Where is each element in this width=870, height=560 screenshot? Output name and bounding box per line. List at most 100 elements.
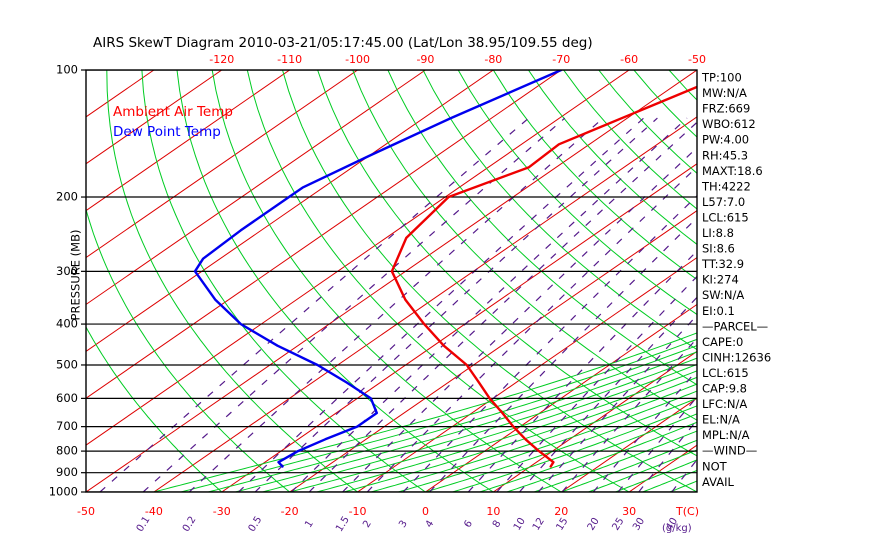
top-temperature-tick-label: -90 (416, 53, 434, 66)
isotherm-line (357, 256, 697, 492)
dry-adiabat-line (845, 70, 870, 492)
sounding-curves (193, 70, 697, 468)
mixing-ratio-tick-label: 1 (303, 519, 316, 530)
moist-adiabat-line (452, 405, 697, 492)
pressure-tick-label: 400 (56, 317, 78, 331)
bottom-temperature-tick-label: 10 (486, 505, 500, 518)
dry-adiabat-line (211, 70, 562, 492)
mixing-ratio-tick-label: 4 (424, 519, 437, 530)
parameter-item: MW:N/A (702, 86, 747, 100)
top-temperature-tick-label: -70 (552, 53, 570, 66)
bottom-temperature-tick-label: -10 (349, 505, 367, 518)
isotherm-line (560, 397, 697, 492)
mixing-ratio-tick-label: 12 (531, 516, 547, 533)
bottom-temperature-tick-label: -30 (213, 505, 231, 518)
top-temperature-tick-label: -50 (688, 53, 706, 66)
temperature-axis-title: T(C) (675, 505, 699, 518)
dry-adiabat-line (527, 70, 697, 245)
dry-adiabat-line (668, 70, 697, 101)
dry-adiabat-line (492, 70, 697, 281)
mixing-ratio-line (290, 117, 688, 492)
parameter-item: TT:32.9 (701, 257, 744, 271)
moist-adiabat-line (235, 351, 697, 492)
dry-adiabat-line (457, 70, 697, 316)
parameter-item: AVAIL (702, 475, 735, 489)
parameter-item: LCL:615 (702, 210, 749, 224)
moist-adiabat-line (262, 357, 697, 492)
mixing-ratio-line (561, 337, 697, 492)
isotherm-line (425, 303, 697, 492)
dry-adiabat-line (106, 70, 358, 492)
mixing-ratio-line (496, 275, 697, 492)
isotherm-line (86, 70, 697, 492)
moist-adiabat-line (398, 390, 697, 492)
top-temperature-tick-label: -80 (484, 53, 502, 66)
dew-point-temp-curve (193, 70, 563, 468)
dry-adiabat-line (774, 70, 870, 492)
parameter-item: LCL:615 (702, 366, 749, 380)
mixing-ratio-tick-label: 3 (397, 519, 410, 530)
chart-grid (86, 70, 870, 492)
mixing-ratio-line (188, 117, 604, 492)
mixing-ratio-line (519, 296, 697, 492)
top-temperature-tick-label: -120 (209, 53, 234, 66)
dry-adiabat-line (141, 70, 426, 492)
moist-adiabat-line (615, 459, 697, 492)
mixing-ratio-axis-title: (g/kg) (662, 523, 692, 534)
parameter-item: LFC:N/A (702, 397, 747, 411)
page-title: AIRS SkewT Diagram 2010-03-21/05:17:45.0… (93, 35, 593, 51)
isotherm-line (153, 116, 697, 492)
dry-adiabat-line (810, 70, 870, 492)
mixing-ratio-line (238, 117, 645, 492)
bottom-temperature-tick-label: 30 (622, 505, 636, 518)
isotherm-line (289, 210, 697, 492)
mixing-ratio-tick-label: 20 (586, 516, 602, 533)
moist-adiabat-line (180, 338, 697, 492)
dry-adiabat-line (739, 70, 870, 492)
isotherm-line (86, 70, 494, 352)
bottom-temperature-tick-label: -20 (281, 505, 299, 518)
bottom-temperature-tick-label: -40 (145, 505, 163, 518)
parameter-item: MPL:N/A (702, 428, 750, 442)
parameter-item: TH:4222 (701, 179, 751, 193)
parameter-item: WBO:612 (702, 117, 756, 131)
mixing-ratio-line (308, 121, 697, 492)
pressure-tick-label: 900 (56, 465, 78, 479)
moist-adiabat-line (479, 413, 697, 492)
isotherm-line (221, 163, 697, 492)
pressure-tick-label: 600 (56, 391, 78, 405)
top-temperature-tick-label: -100 (345, 53, 370, 66)
moist-adiabat-line (425, 397, 697, 492)
isotherm-line (86, 70, 223, 165)
parameter-item: KI:274 (702, 273, 739, 287)
mixing-ratio-tick-label: 6 (462, 519, 475, 530)
moist-adiabat-line (343, 376, 697, 492)
mixing-ratio-tick-label: 8 (491, 519, 504, 530)
ambient-air-temp-curve (390, 85, 697, 468)
parameter-item: —PARCEL— (702, 319, 768, 333)
mixing-ratio-line (671, 458, 697, 492)
isotherm-line (86, 70, 358, 259)
mixing-ratio-line (638, 419, 697, 492)
pressure-tick-label: 800 (56, 444, 78, 458)
moist-adiabat-line (289, 363, 697, 492)
dry-adiabat-line (86, 207, 291, 492)
isotherm-line (86, 70, 426, 306)
dry-adiabat-line (422, 70, 697, 351)
dry-adiabat-line (633, 70, 697, 138)
parameter-item: RH:45.3 (702, 148, 748, 162)
dry-adiabat-line (317, 70, 697, 457)
mixing-ratio-line (99, 117, 530, 492)
moist-adiabat-line (642, 469, 697, 492)
dry-adiabat-line (86, 326, 223, 492)
parameter-item: TP:100 (701, 71, 742, 85)
chart-frame (85, 69, 698, 493)
pressure-tick-label: 1000 (49, 485, 78, 499)
mixing-ratio-line (617, 396, 697, 492)
pressure-tick-label: 700 (56, 419, 78, 433)
parameter-item: CINH:12636 (702, 350, 771, 364)
bottom-temperature-tick-label: 20 (554, 505, 568, 518)
parameter-item: EL:N/A (702, 413, 740, 427)
